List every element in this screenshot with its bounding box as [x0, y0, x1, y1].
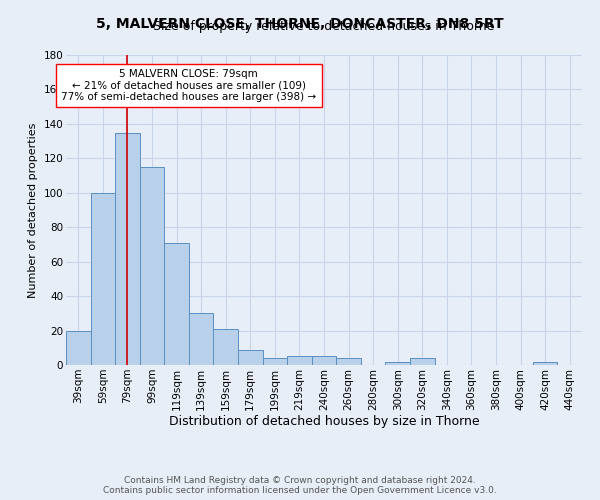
Bar	[66, 330, 91, 365]
Bar	[238, 350, 263, 365]
Bar	[214, 329, 238, 365]
Text: 5 MALVERN CLOSE: 79sqm
← 21% of detached houses are smaller (109)
77% of semi-de: 5 MALVERN CLOSE: 79sqm ← 21% of detached…	[61, 69, 316, 102]
Y-axis label: Number of detached properties: Number of detached properties	[28, 122, 38, 298]
Bar	[115, 132, 140, 365]
Bar	[312, 356, 336, 365]
Bar	[164, 242, 189, 365]
Bar	[91, 193, 115, 365]
Bar	[189, 314, 214, 365]
Text: Contains HM Land Registry data © Crown copyright and database right 2024.
Contai: Contains HM Land Registry data © Crown c…	[103, 476, 497, 495]
Bar	[336, 358, 361, 365]
Bar	[410, 358, 434, 365]
Bar	[533, 362, 557, 365]
Bar	[287, 356, 312, 365]
X-axis label: Distribution of detached houses by size in Thorne: Distribution of detached houses by size …	[169, 416, 479, 428]
Bar	[385, 362, 410, 365]
Title: Size of property relative to detached houses in Thorne: Size of property relative to detached ho…	[154, 20, 494, 33]
Bar	[263, 358, 287, 365]
Text: 5, MALVERN CLOSE, THORNE, DONCASTER, DN8 5RT: 5, MALVERN CLOSE, THORNE, DONCASTER, DN8…	[96, 18, 504, 32]
Bar	[140, 167, 164, 365]
